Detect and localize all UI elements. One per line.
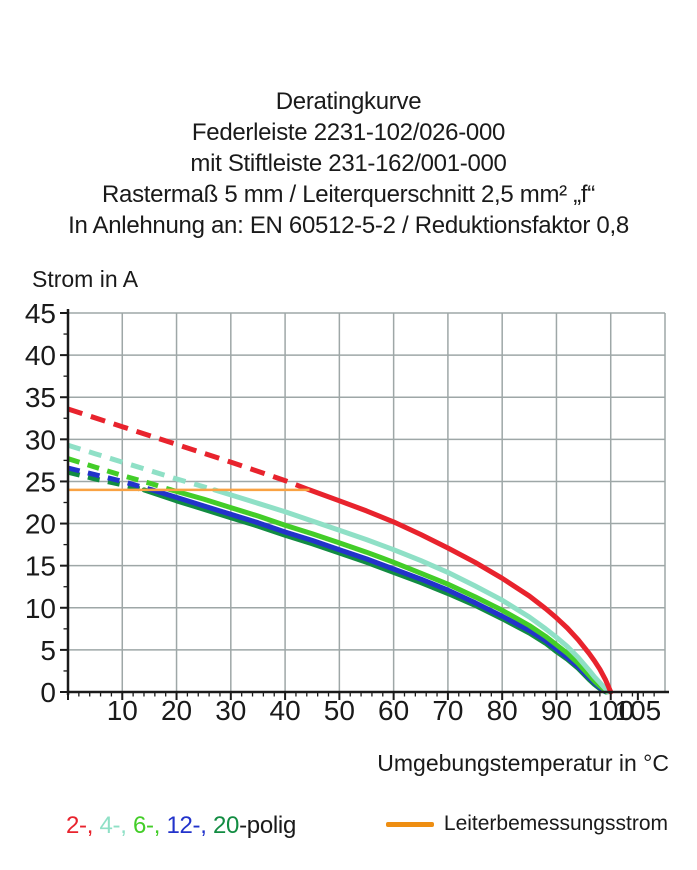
x-axis-title: Umgebungstemperatur in °C [377,750,669,776]
x-tick-label: 90 [541,695,572,726]
series-4-polig [67,442,611,695]
series-2-polig [67,406,614,695]
title-line-3: mit Stiftleiste 231-162/001-000 [190,150,507,177]
legend-part-20: 20 [212,812,240,839]
legend-rated-current: Leiterbemessungsstrom [385,812,668,836]
x-tick-label: 60 [378,695,409,726]
title-line-4: Rastermaß 5 mm / Leiterquerschnitt 2,5 m… [102,181,595,208]
title-line-2: Federleiste 2231-102/026-000 [191,119,506,146]
chart-title-block: Deratingkurve Federleiste 2231-102/026-0… [0,86,697,241]
x-tick-label: 10 [107,695,138,726]
y-tick-label: 10 [25,593,56,624]
axis-ticks [60,312,655,700]
y-tick-label: 5 [40,635,56,666]
x-tick-label: 20 [161,695,192,726]
legend-part-6: 6-, [132,812,167,839]
x-tick-label: 80 [487,695,518,726]
legend-part-12: 12-, [166,812,213,839]
gridlines [68,312,666,692]
legend-part-2: 2-, [66,812,100,839]
y-tick-labels: 0 5 10 15 20 25 30 35 40 45 [25,298,56,708]
series-20-polig [67,469,609,695]
y-tick-label: 0 [40,677,56,708]
y-tick-label: 15 [25,551,56,582]
y-tick-label: 20 [25,509,56,540]
legend-pole-counts: 2-, 4-, 6-, 12-, 20-polig [66,812,296,840]
rated-current-label: Leiterbemessungsstrom [443,812,668,835]
title-line-5: In Anlehnung an: EN 60512-5-2 / Reduktio… [68,212,629,239]
y-tick-label: 25 [25,466,56,497]
legend-part-polig: -polig [239,812,296,839]
x-tick-label: 40 [270,695,301,726]
y-tick-label: 30 [25,424,56,455]
x-tick-label: 70 [432,695,463,726]
x-tick-label: 50 [324,695,355,726]
title-line-1: Deratingkurve [275,88,422,115]
series-6-polig [67,456,610,695]
legend-part-4: 4-, [99,812,133,839]
y-tick-label: 35 [25,382,56,413]
x-tick-label: 30 [215,695,246,726]
y-tick-label: 40 [25,340,56,371]
rated-current-swatch [385,821,434,827]
x-tick-label: 100 [587,695,634,726]
y-tick-label: 45 [25,298,56,329]
x-tick-label: 105 [615,695,662,726]
y-axis-title: Strom in A [32,266,139,292]
